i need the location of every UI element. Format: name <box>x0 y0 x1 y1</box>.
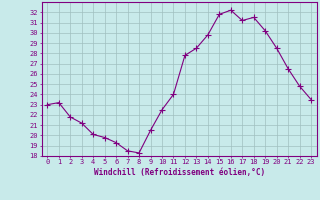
X-axis label: Windchill (Refroidissement éolien,°C): Windchill (Refroidissement éolien,°C) <box>94 168 265 177</box>
